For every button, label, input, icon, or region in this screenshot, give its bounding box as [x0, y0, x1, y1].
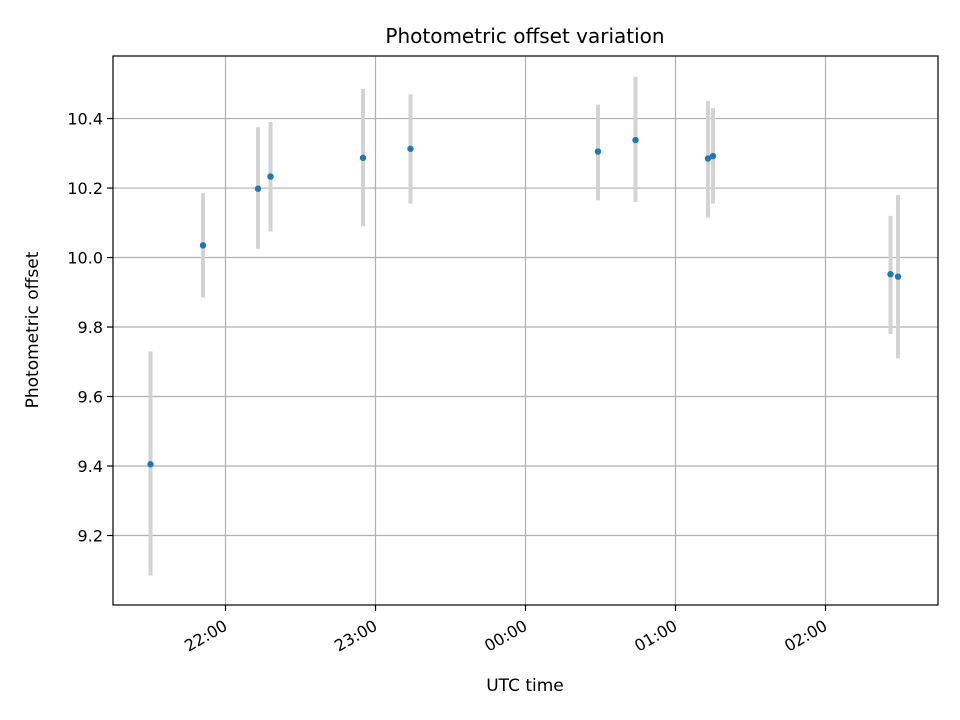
data-points: [147, 136, 902, 468]
y-tick-label: 9.6: [78, 388, 103, 407]
data-point: [407, 145, 414, 152]
data-point: [632, 136, 639, 144]
data-point: [894, 273, 902, 280]
x-axis-title: UTC time: [486, 676, 564, 696]
data-point: [147, 461, 154, 468]
y-tick-label: 10.4: [67, 110, 103, 129]
data-point: [267, 173, 274, 180]
y-axis-ticks: 9.2 9.4 9.6 9.8 10.0 10.2 10.4: [67, 110, 113, 546]
data-point: [704, 155, 712, 162]
y-tick-label: 10.0: [67, 249, 103, 268]
y-axis-title: Photometric offset: [23, 251, 43, 408]
data-point: [594, 148, 602, 155]
data-point: [199, 242, 207, 249]
grid-lines: [113, 56, 938, 605]
data-point: [359, 154, 367, 162]
y-tick-label: 9.2: [78, 527, 103, 546]
y-tick-label: 10.2: [67, 179, 103, 198]
data-point: [887, 271, 894, 278]
y-tick-label: 9.8: [78, 318, 103, 337]
chart-title: Photometric offset variation: [385, 24, 664, 48]
data-point: [709, 152, 717, 160]
y-tick-label: 9.4: [78, 457, 103, 476]
data-point: [254, 185, 262, 192]
